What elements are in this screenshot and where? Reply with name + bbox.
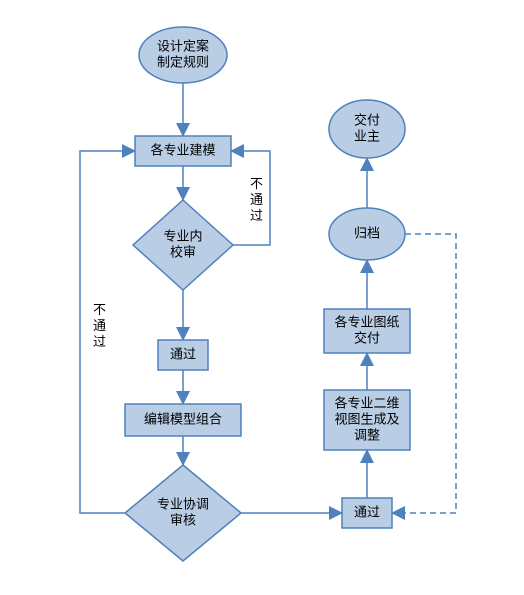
node-review2-label: 审核 <box>170 512 196 527</box>
node-gen2d: 各专业二维视图生成及调整 <box>324 390 410 450</box>
node-pass1-label: 通过 <box>170 346 196 361</box>
node-modeling: 各专业建模 <box>135 136 231 166</box>
node-start: 设计定案制定规则 <box>139 27 227 83</box>
node-archive: 归档 <box>329 208 405 260</box>
label-fail1: 不 <box>250 176 263 191</box>
node-review1-label: 专业内 <box>163 228 202 243</box>
node-owner: 交付业主 <box>329 100 405 158</box>
node-combine-label: 编辑模型组合 <box>144 411 222 426</box>
node-review2: 专业协调审核 <box>125 465 241 561</box>
flowchart: 设计定案制定规则各专业建模专业内校审通过编辑模型组合专业协调审核通过各专业二维视… <box>0 0 524 595</box>
node-owner-label: 交付 <box>354 112 380 127</box>
label-fail2: 过 <box>93 334 106 349</box>
label-fail1: 过 <box>250 208 263 223</box>
edge <box>392 234 456 513</box>
node-deliverdwg: 各专业图纸交付 <box>324 309 410 353</box>
node-gen2d-label: 调整 <box>354 427 380 442</box>
node-review1-label: 校审 <box>170 244 196 259</box>
node-archive-label: 归档 <box>354 225 380 240</box>
node-review1: 专业内校审 <box>133 200 233 290</box>
label-fail1: 通 <box>250 192 263 207</box>
node-pass2-label: 通过 <box>354 504 380 519</box>
node-owner-label: 业主 <box>354 128 380 143</box>
edge <box>80 151 135 513</box>
node-start-label: 制定规则 <box>157 54 209 69</box>
node-deliverdwg-label: 各专业图纸 <box>334 314 399 329</box>
node-pass2: 通过 <box>342 498 392 528</box>
node-modeling-label: 各专业建模 <box>150 142 215 157</box>
label-fail2: 通 <box>93 318 106 333</box>
node-combine: 编辑模型组合 <box>125 404 241 436</box>
node-gen2d-label: 视图生成及 <box>334 411 399 426</box>
node-deliverdwg-label: 交付 <box>354 330 380 345</box>
node-review2-label: 专业协调 <box>157 496 209 511</box>
node-gen2d-label: 各专业二维 <box>334 395 399 410</box>
node-pass1: 通过 <box>158 340 208 370</box>
node-start-label: 设计定案 <box>157 38 209 53</box>
label-fail2: 不 <box>93 302 106 317</box>
